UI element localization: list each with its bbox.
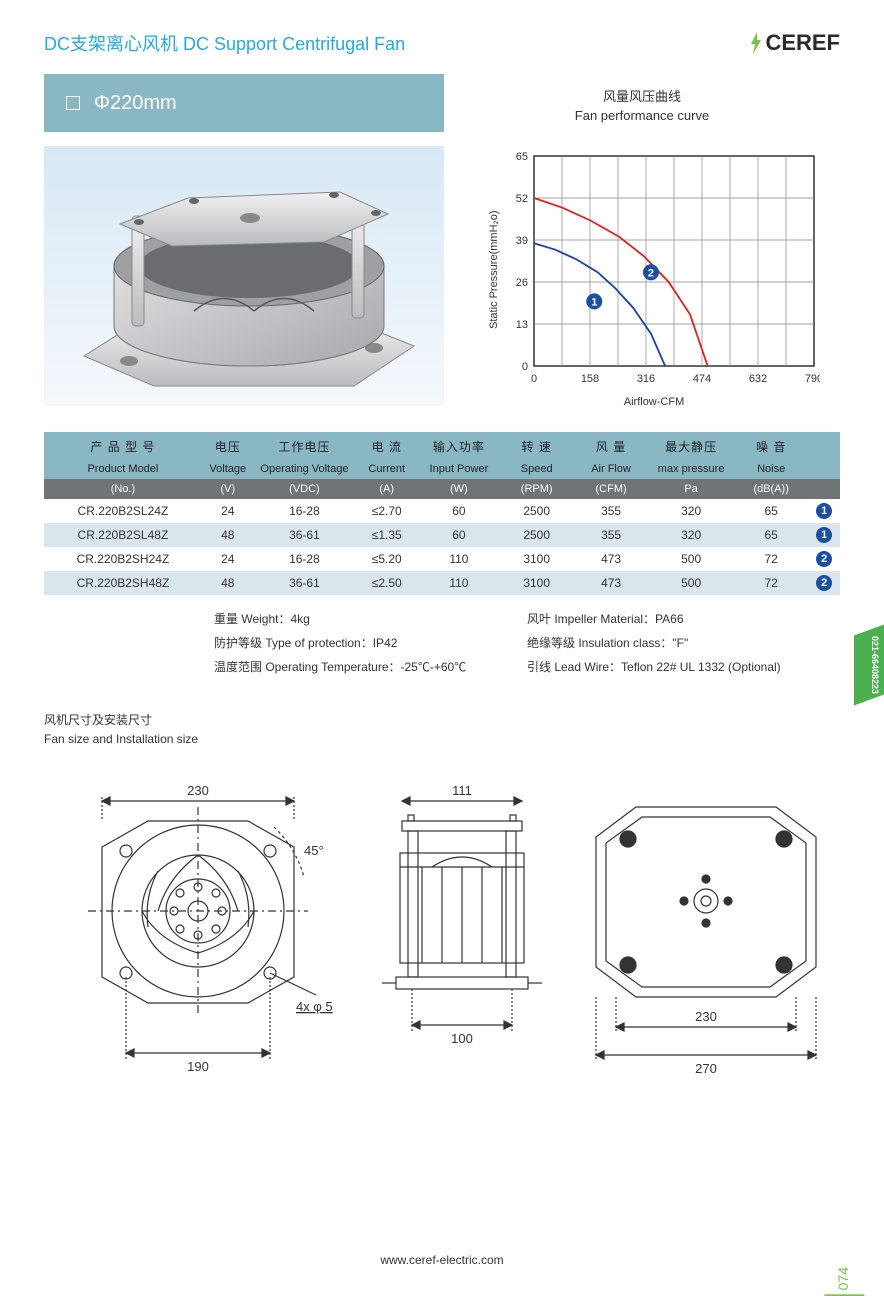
note-line: 绝缘等级 Insulation class："F" — [527, 631, 840, 655]
performance-chart: Static Pressure(mmH₂o) 01583164746327900… — [468, 146, 840, 408]
section-size: Φ220mm — [94, 92, 177, 115]
brand-text: CEREF — [765, 30, 840, 56]
dim-270: 270 — [695, 1061, 717, 1076]
dim-angle: 45° — [304, 843, 324, 858]
side-tag-phone: 021-66408223 — [870, 636, 880, 694]
note-line: 温度范围 Operating Temperature：-25℃-+60℃ — [214, 655, 527, 679]
svg-text:39: 39 — [516, 235, 528, 247]
svg-text:52: 52 — [516, 193, 528, 205]
note-line: 重量 Weight：4kg — [214, 607, 527, 631]
svg-text:0: 0 — [522, 361, 528, 373]
svg-text:1: 1 — [591, 296, 597, 308]
title-en2: Centrifugal Fan — [282, 34, 405, 54]
svg-text:632: 632 — [749, 373, 767, 385]
svg-text:65: 65 — [516, 151, 528, 163]
svg-text:790: 790 — [805, 373, 820, 385]
dim-230b: 230 — [695, 1009, 717, 1024]
product-image — [44, 146, 444, 406]
drawing-front: 230 — [48, 777, 348, 1097]
section-header: Φ220mm 风量风压曲线 Fan performance curve — [44, 74, 840, 132]
chart-y-label: Static Pressure(mmH₂o) — [488, 150, 500, 390]
size-title-cn: 风机尺寸及安装尺寸 — [44, 711, 840, 730]
title-en1: DC Support — [183, 34, 277, 54]
footer-url: www.ceref-electric.com — [0, 1253, 884, 1267]
brand-logo: CEREF — [749, 30, 840, 56]
svg-text:474: 474 — [693, 373, 711, 385]
dim-230: 230 — [187, 783, 209, 798]
square-icon — [66, 96, 80, 110]
size-title-en: Fan size and Installation size — [44, 730, 840, 749]
dim-190: 190 — [187, 1059, 209, 1074]
size-section-title: 风机尺寸及安装尺寸 Fan size and Installation size — [44, 711, 840, 749]
note-line: 防护等级 Type of protection：IP42 — [214, 631, 527, 655]
title-cn: DC支架离心风机 — [44, 34, 178, 54]
chart-canvas: 0 158 316 474 632 790 0 13 26 39 52 65 1 2 — [506, 150, 820, 390]
dim-111: 111 — [452, 783, 472, 798]
dim-100: 100 — [451, 1031, 473, 1046]
svg-text:158: 158 — [581, 373, 599, 385]
dim-holes: 4x φ 5 — [296, 999, 333, 1014]
svg-text:2: 2 — [648, 267, 654, 279]
svg-text:13: 13 — [516, 319, 528, 331]
note-line: 风叶 Impeller Material：PA66 — [527, 607, 840, 631]
page-number: 074 — [824, 1267, 864, 1296]
chart-x-label: Airflow-CFM — [624, 396, 685, 408]
chart-title-cn: 风量风压曲线 — [444, 87, 840, 107]
page-title: DC支架离心风机 DC Support Centrifugal Fan — [44, 30, 405, 56]
svg-text:26: 26 — [516, 277, 528, 289]
chart-title-en: Fan performance curve — [444, 106, 840, 126]
note-line: 引线 Lead Wire：Teflon 22# UL 1332 (Optiona… — [527, 655, 840, 679]
notes: 重量 Weight：4kg防护等级 Type of protection：IP4… — [44, 595, 840, 689]
bolt-icon — [749, 32, 763, 54]
svg-text:316: 316 — [637, 373, 655, 385]
drawing-plan: 230 270 — [576, 777, 836, 1097]
drawing-side: 111 100 — [372, 777, 552, 1097]
svg-text:0: 0 — [531, 373, 537, 385]
dimension-drawings: 230 — [44, 767, 840, 1097]
spec-table: 产 品 型 号电压工作电压电 流输入功率转 速风 量最大静压噪 音Product… — [44, 432, 840, 595]
